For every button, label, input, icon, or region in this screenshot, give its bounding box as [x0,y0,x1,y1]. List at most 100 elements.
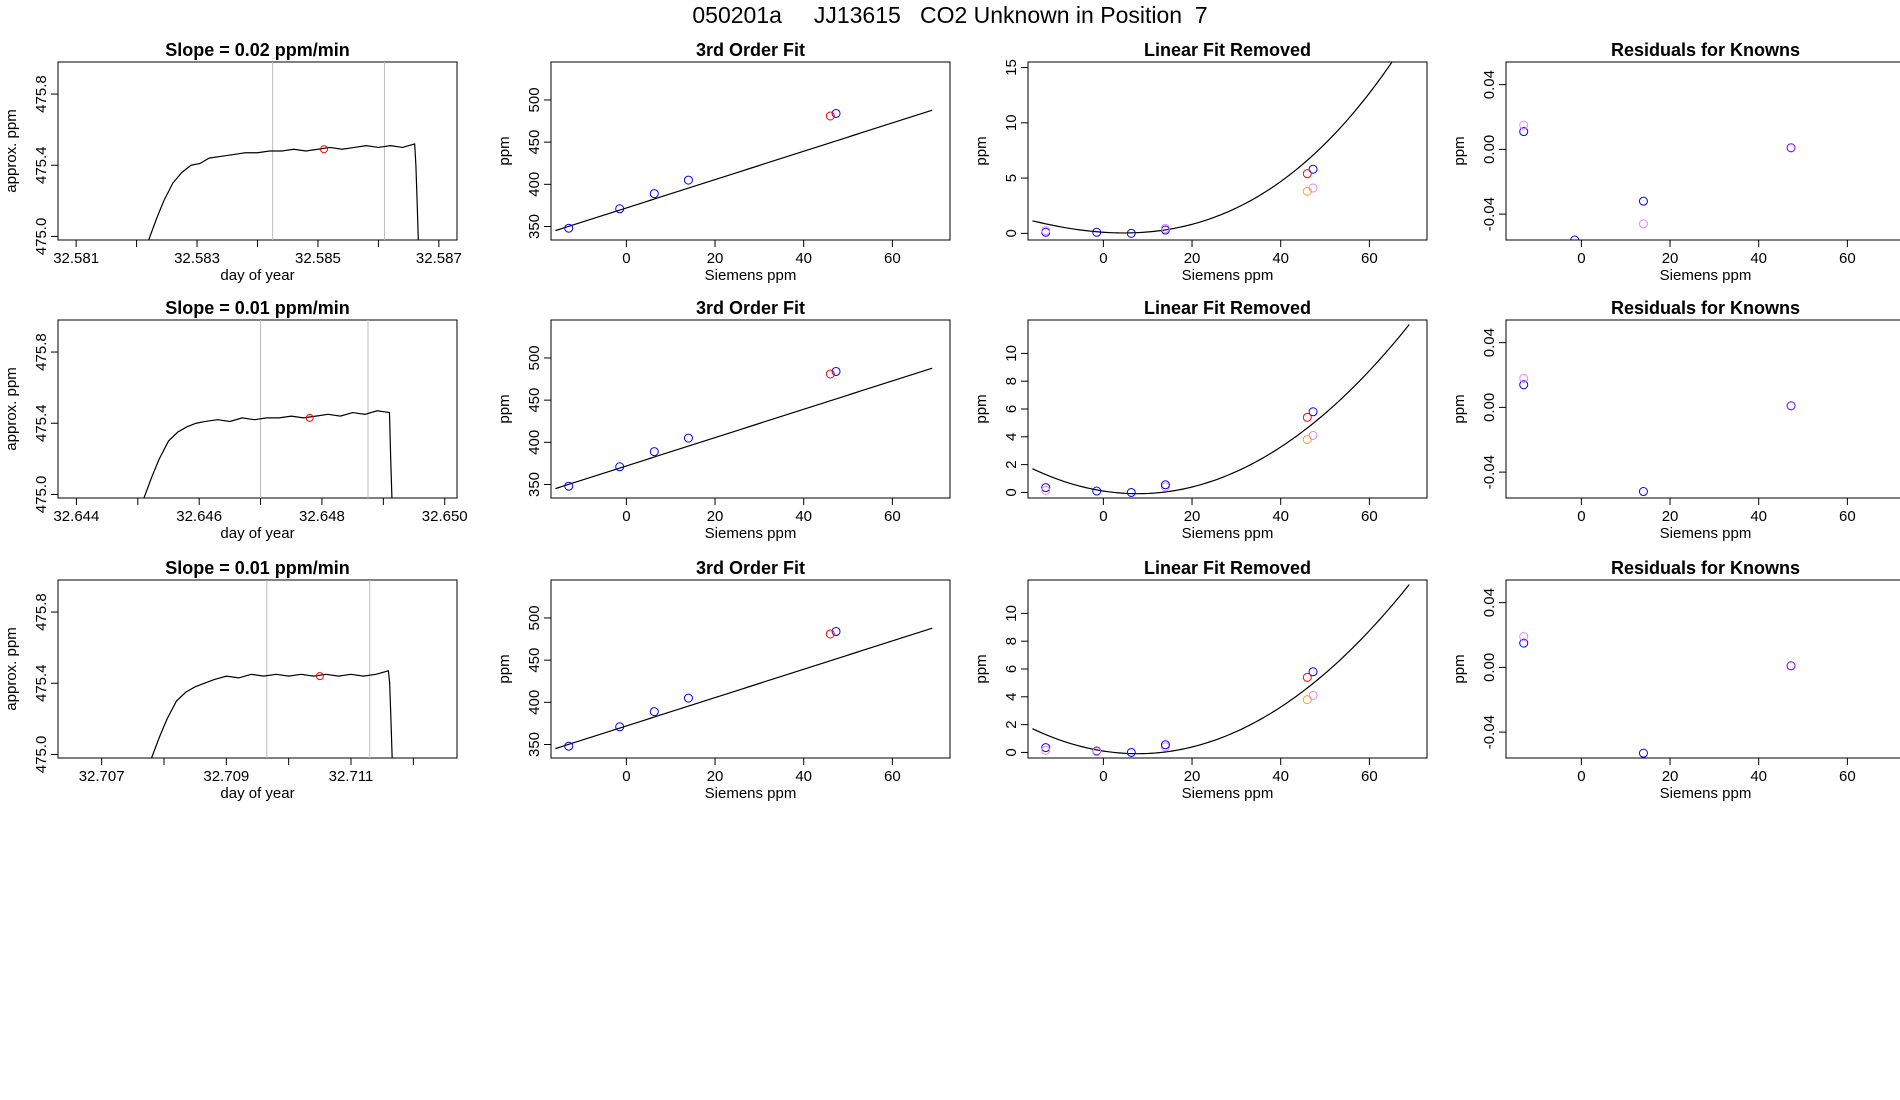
y-tick-label: 475.4 [33,664,50,702]
y-tick-label: 8 [1003,637,1020,645]
x-tick-label: 60 [1839,250,1856,267]
x-axis-label: Siemens ppm [1660,525,1752,542]
y-tick-label: 350 [526,214,543,239]
y-tick-label: 0.00 [1481,393,1498,422]
x-tick-label: 40 [1750,508,1767,525]
y-tick-label: -0.04 [1481,455,1498,489]
x-tick-label: 0 [622,250,630,267]
panel-title: Linear Fit Removed [1144,298,1311,318]
data-point [825,629,835,639]
data-point [1519,632,1529,642]
data-point [1638,219,1648,229]
y-tick-label: 6 [1003,665,1020,673]
data-point [1041,483,1051,493]
data-point [1519,380,1529,390]
data-point [1519,373,1529,383]
y-axis-label: ppm [496,136,513,165]
y-tick-label: 4 [1003,433,1020,441]
y-tick-label: -0.04 [1481,197,1498,231]
data-point [564,481,574,491]
panel-title: Slope = 0.01 ppm/min [165,558,350,578]
y-tick-label: 8 [1003,377,1020,385]
y-axis-label: ppm [1451,136,1468,165]
data-point [1126,747,1136,757]
data-point [683,433,693,443]
x-tick-label: 60 [1361,508,1378,525]
y-tick-label: 4 [1003,693,1020,701]
y-tick-label: 475.0 [33,476,50,514]
y-tick-label: 475.4 [33,404,50,442]
x-tick-label: 32.646 [176,508,222,525]
x-tick-label: 32.587 [416,250,462,267]
data-point [1519,120,1529,130]
y-tick-label: 0 [1003,748,1020,756]
x-tick-label: 40 [795,768,812,785]
x-tick-label: 60 [1361,768,1378,785]
panel-title: 3rd Order Fit [696,558,805,578]
data-point [1041,745,1051,755]
plot-area [1032,62,1393,238]
panel-0-1: 3rd Order Fit 0 20 40 60 Siemens ppm 350 400 450… [496,40,951,284]
panel-2-0: Slope = 0.01 ppm/min 32.707 32.709 32.711 da… [3,558,458,802]
y-tick-label: 0.04 [1481,588,1498,617]
data-point [564,741,574,751]
x-tick-label: 32.585 [295,250,341,267]
x-tick-label: 60 [1361,250,1378,267]
y-tick-label: 0 [1003,488,1020,496]
x-tick-label: 0 [1099,508,1107,525]
plot-area [143,320,393,498]
x-tick-label: 60 [1839,768,1856,785]
x-tick-label: 32.707 [79,768,125,785]
x-tick-label: 60 [884,250,901,267]
plot-area [148,62,419,240]
panel-title: Residuals for Knowns [1611,40,1800,60]
panel-0-2: Linear Fit Removed 0 20 40 60 Siemens ppm 0 5 10… [973,40,1428,284]
data-point [1092,486,1102,496]
data-point [1786,661,1796,671]
y-axis-label: ppm [1451,654,1468,683]
y-axis-label: approx. ppm [3,367,20,450]
y-tick-label: 475.4 [33,146,50,184]
data-point [1041,485,1051,495]
y-tick-label: 350 [526,732,543,757]
x-tick-label: 32.650 [422,508,468,525]
panel-title: 3rd Order Fit [696,40,805,60]
data-point [831,108,841,118]
fit-curve [555,367,933,490]
data-point [683,175,693,185]
data-point [1638,196,1648,206]
y-tick-label: 0.04 [1481,328,1498,357]
x-tick-label: 0 [1577,768,1585,785]
figure-title: 050201a JJ13615 CO2 Unknown in Position … [692,2,1208,28]
x-tick-label: 32.581 [53,250,99,267]
x-tick-label: 0 [1577,508,1585,525]
fit-curve [555,627,933,750]
x-tick-label: 32.644 [53,508,99,525]
x-tick-label: 60 [884,768,901,785]
x-tick-label: 0 [622,508,630,525]
data-point [1308,164,1318,174]
plot-frame [1505,319,1900,499]
x-tick-label: 32.583 [174,250,220,267]
x-tick-label: 0 [622,768,630,785]
data-point [1160,223,1170,233]
data-point [1302,412,1312,422]
plot-area [1519,632,1796,758]
data-point [1126,487,1136,497]
x-tick-label: 20 [707,768,724,785]
x-tick-label: 20 [1662,768,1679,785]
y-tick-label: 500 [526,605,543,630]
panel-1-3: Residuals for Knowns 0 20 40 60 Siemens ppm -0… [1451,298,1900,542]
data-point [615,462,625,472]
panel-title: 3rd Order Fit [696,298,805,318]
data-point [1302,695,1312,705]
data-point [683,693,693,703]
plot-area [1032,584,1410,757]
data-point [1786,143,1796,153]
y-axis-label: approx. ppm [3,627,20,710]
plot-frame [1505,579,1900,759]
x-tick-label: 20 [1184,768,1201,785]
panel-0-0: Slope = 0.02 ppm/min 32.581 32.583 32.585 32… [3,40,462,284]
x-tick-label: 20 [707,250,724,267]
